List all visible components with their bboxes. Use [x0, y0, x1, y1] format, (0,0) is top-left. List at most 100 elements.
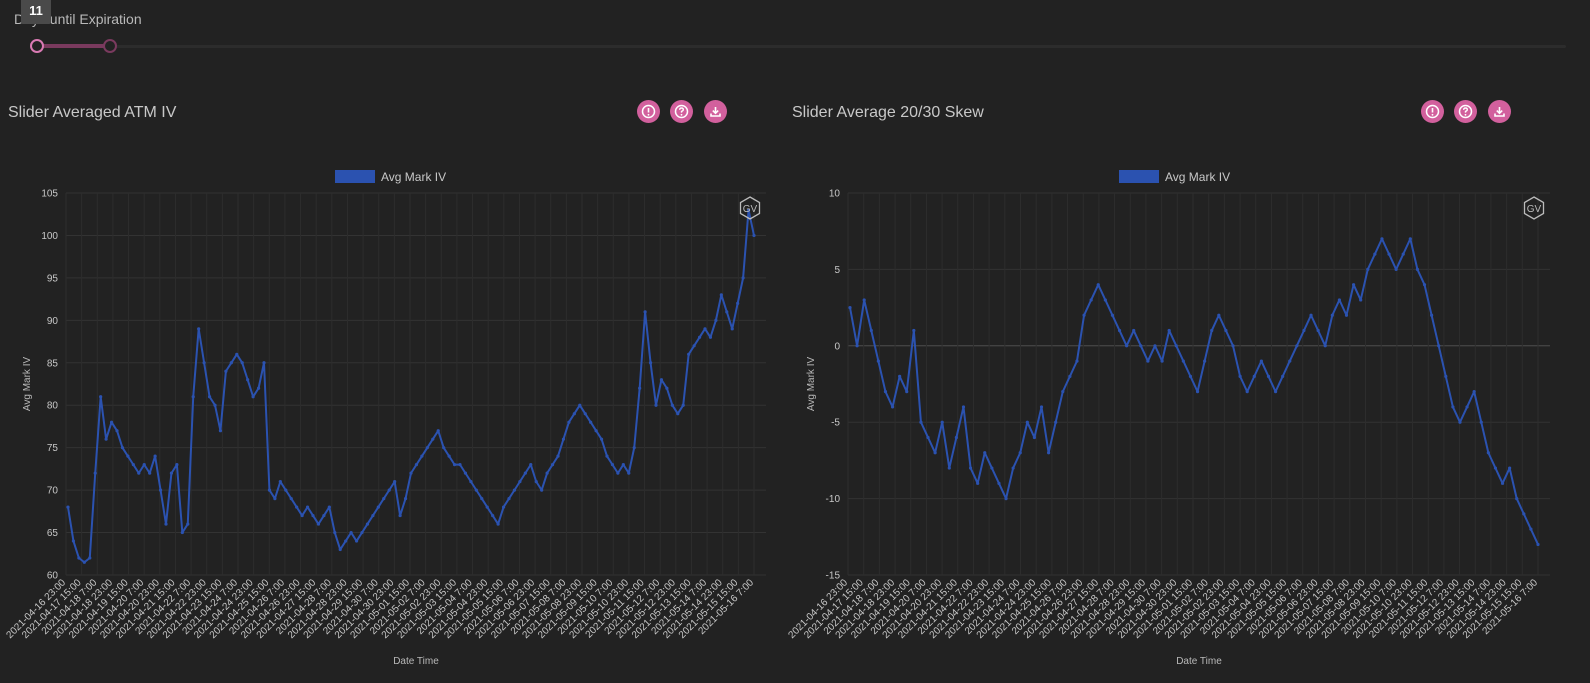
data-point	[474, 488, 478, 492]
data-point	[1245, 390, 1249, 394]
data-point	[1011, 466, 1015, 470]
data-point	[1082, 313, 1086, 317]
data-point	[638, 386, 642, 390]
data-point	[398, 513, 402, 518]
atm-iv-panel: Slider Averaged ATM IV Avg Mark IV 60 65 70…	[0, 90, 780, 683]
data-point	[578, 403, 582, 407]
data-point	[1295, 344, 1299, 348]
info-button[interactable]	[637, 100, 660, 123]
data-point	[643, 310, 647, 314]
y-axis-title: Avg Mark IV	[806, 357, 817, 412]
slider-handle-low[interactable]	[30, 39, 44, 53]
data-point	[414, 463, 419, 467]
data-point	[442, 446, 446, 450]
y-tick-label: 105	[41, 189, 58, 200]
info-button[interactable]	[1421, 100, 1444, 123]
data-point	[278, 480, 282, 484]
data-point	[1316, 328, 1320, 333]
data-point	[627, 471, 631, 475]
data-point	[295, 505, 299, 509]
help-icon	[675, 104, 689, 119]
data-point	[496, 522, 500, 526]
data-point	[262, 361, 266, 365]
data-point	[883, 390, 888, 394]
data-point	[131, 463, 135, 467]
data-point	[919, 420, 923, 424]
data-point	[1444, 374, 1448, 378]
data-point	[687, 352, 691, 356]
data-point	[425, 446, 429, 450]
help-button[interactable]	[670, 100, 694, 123]
data-point	[1032, 435, 1037, 440]
data-point	[218, 429, 223, 433]
data-point	[1422, 283, 1427, 287]
data-point	[240, 361, 244, 365]
data-point	[142, 463, 146, 467]
data-point	[1139, 344, 1143, 348]
download-button[interactable]	[703, 100, 727, 123]
data-point	[736, 301, 740, 305]
data-point	[912, 328, 916, 333]
data-point	[1061, 390, 1065, 394]
data-point	[267, 488, 272, 492]
data-point	[333, 530, 337, 535]
data-point	[976, 481, 980, 485]
info-icon	[641, 104, 656, 119]
data-point	[1096, 283, 1100, 287]
data-point	[926, 435, 930, 440]
download-button[interactable]	[1487, 100, 1511, 123]
data-point	[251, 395, 255, 399]
data-point	[545, 471, 549, 475]
slider-handle-high[interactable]	[103, 39, 117, 53]
data-point	[1380, 237, 1384, 241]
data-point	[1266, 374, 1271, 378]
data-point	[961, 405, 966, 409]
data-point	[890, 405, 895, 409]
data-point	[1174, 344, 1178, 348]
data-point	[235, 352, 239, 356]
data-point	[1323, 344, 1327, 348]
data-point	[480, 497, 484, 501]
data-point	[88, 556, 92, 560]
data-point	[224, 369, 228, 373]
data-point	[599, 437, 604, 441]
help-icon	[1459, 104, 1473, 119]
data-point	[1359, 298, 1363, 302]
data-point	[409, 471, 413, 475]
data-point	[158, 488, 163, 492]
help-button[interactable]	[1454, 100, 1478, 123]
data-point	[1089, 298, 1093, 302]
data-point	[869, 328, 873, 333]
data-point	[954, 435, 958, 440]
data-point	[387, 488, 391, 492]
data-point	[659, 378, 664, 382]
data-point	[1117, 328, 1122, 333]
data-point	[518, 480, 522, 484]
data-point	[338, 547, 342, 552]
data-point	[273, 497, 277, 501]
data-point	[202, 361, 206, 365]
data-point	[997, 481, 1001, 485]
data-point	[327, 505, 331, 509]
data-point	[616, 471, 620, 475]
data-point	[300, 513, 304, 518]
data-point	[1252, 374, 1256, 378]
watermark-logo	[739, 196, 761, 220]
data-point	[589, 420, 593, 424]
data-point	[990, 466, 994, 470]
data-point	[1366, 267, 1370, 271]
data-point	[186, 522, 190, 526]
data-point	[692, 344, 696, 348]
y-tick-label: 90	[47, 316, 59, 327]
slider-track[interactable]	[36, 45, 1566, 48]
y-tick-label: 10	[829, 189, 841, 200]
data-point	[316, 522, 321, 526]
data-point	[1529, 527, 1533, 531]
data-point	[491, 513, 495, 518]
data-point	[371, 513, 375, 518]
data-point	[741, 276, 745, 280]
data-point	[1224, 328, 1228, 333]
y-tick-label: -15	[826, 571, 841, 582]
data-point	[1479, 420, 1483, 424]
data-point	[197, 327, 201, 331]
